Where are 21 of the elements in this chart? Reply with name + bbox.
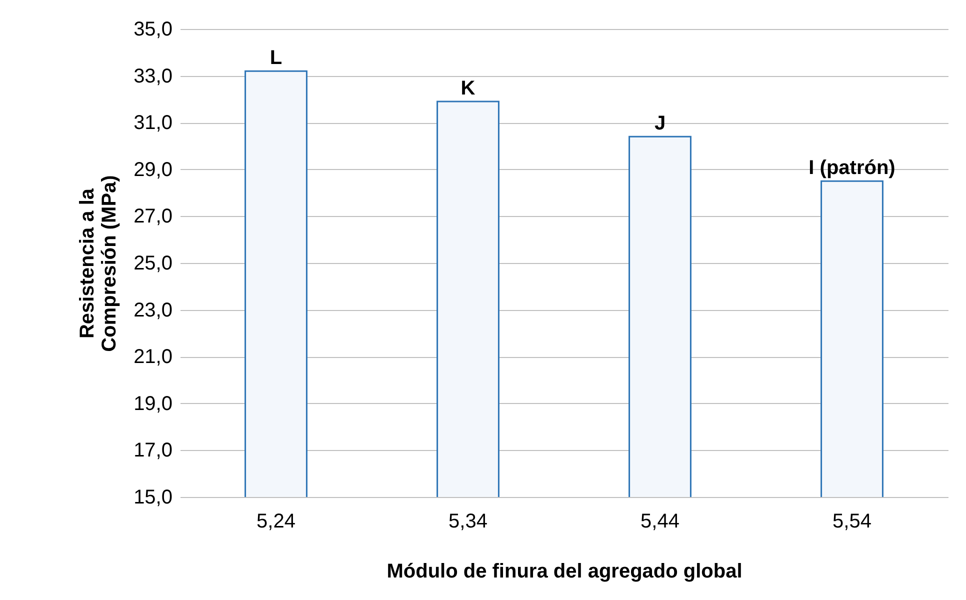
annotation: I (patrón) <box>808 157 896 180</box>
annotation: J <box>654 112 666 135</box>
y-tick-label: 21,0 <box>134 346 172 368</box>
y-tick-label: 25,0 <box>134 252 172 274</box>
y-tick-label: 17,0 <box>134 440 172 462</box>
x-axis-title: Módulo de finura del agregado global <box>386 560 742 582</box>
y-tick-label: 29,0 <box>134 158 172 181</box>
y-tick-label: 33,0 <box>134 65 172 88</box>
y-tick-label: 15,0 <box>134 486 172 508</box>
y-tick-label: 23,0 <box>134 299 172 322</box>
annotation: L <box>270 47 282 70</box>
x-tick-label: 5,24 <box>256 510 296 532</box>
y-tick-label: 27,0 <box>134 206 172 228</box>
y-tick-label: 31,0 <box>134 112 172 134</box>
annotation: K <box>460 78 476 100</box>
y-tick-label: 19,0 <box>134 392 172 415</box>
y-tick-label: 35,0 <box>134 18 172 40</box>
x-tick-label: 5,34 <box>448 510 488 532</box>
x-tick-label: 5,44 <box>640 510 680 532</box>
x-tick-label: 5,54 <box>832 510 872 532</box>
y-axis-title: Resistencia a la Compresión (MPa) <box>76 175 121 352</box>
